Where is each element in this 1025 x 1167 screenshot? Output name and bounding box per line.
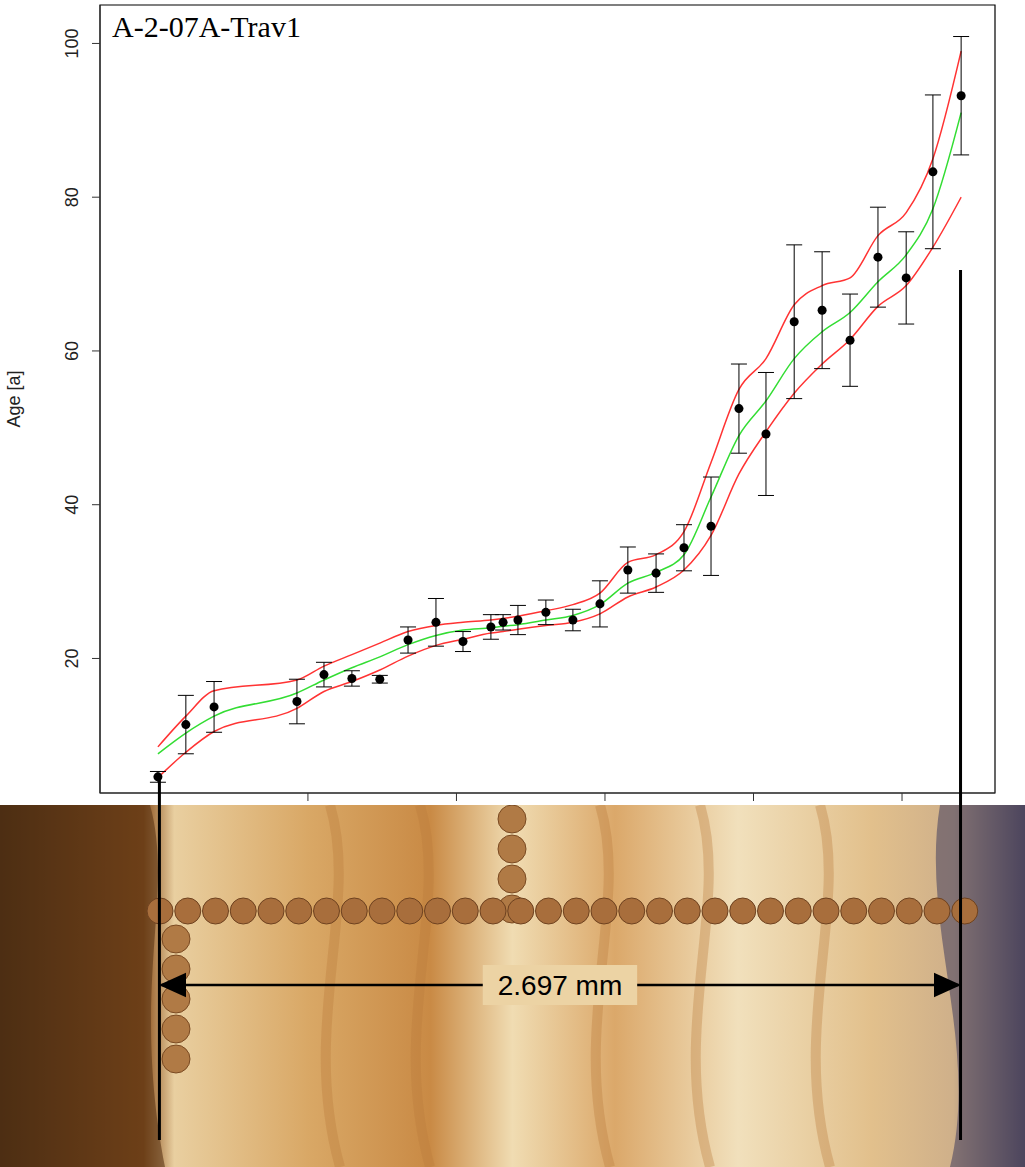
svg-text:100: 100 (62, 28, 82, 58)
svg-text:Age [a]: Age [a] (4, 370, 24, 427)
html-text:A-2-07A-Trav1: A-2-07A-Trav1 (112, 10, 301, 43)
svg-text:40: 40 (62, 495, 82, 515)
svg-text:2.697 mm: 2.697 mm (498, 970, 623, 1001)
svg-text:60: 60 (62, 341, 82, 361)
svg-text:20: 20 (62, 648, 82, 668)
svg-text:80: 80 (62, 187, 82, 207)
